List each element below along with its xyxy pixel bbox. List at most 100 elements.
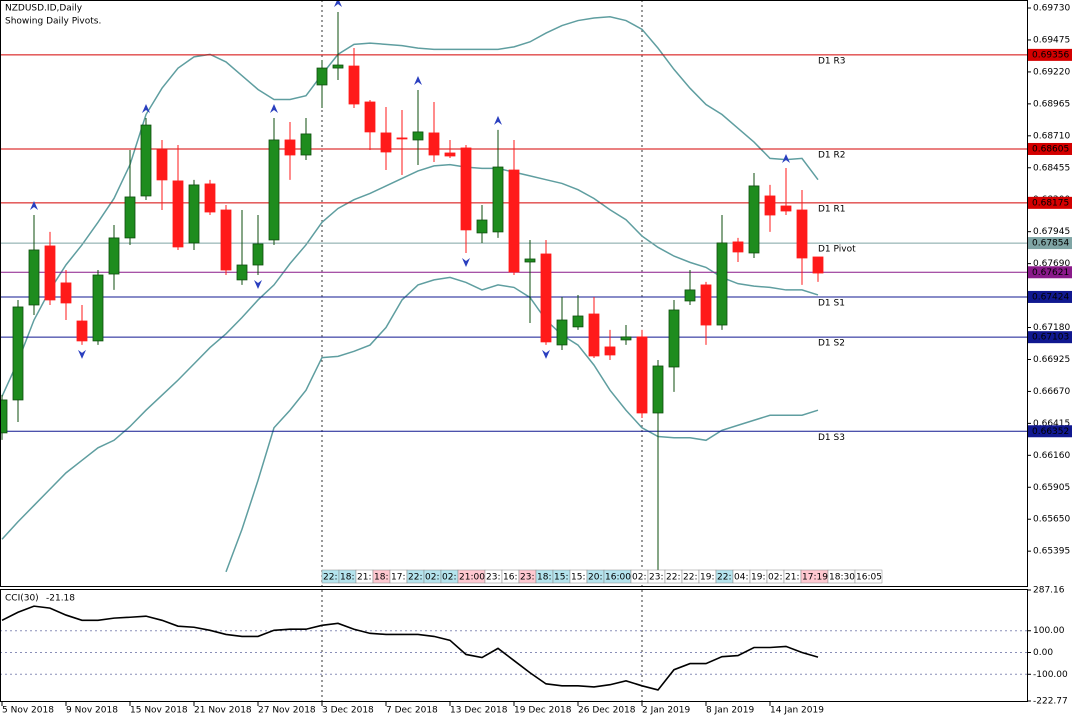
candle-body — [220, 209, 232, 271]
x-tick-label: 9 Nov 2018 — [66, 706, 118, 716]
candle-body — [348, 65, 360, 105]
band-middle — [1, 163, 819, 540]
pivot-name: D1 S2 — [818, 339, 845, 349]
pivot-price: 0.67854 — [1032, 239, 1069, 249]
y-tick-label: 0.67180 — [1033, 323, 1070, 333]
x-tick-label: 15 Nov 2018 — [130, 706, 188, 716]
candle-body — [28, 249, 40, 306]
pivot-price-box — [1028, 237, 1072, 250]
x-tick-label: 13 Dec 2018 — [450, 706, 508, 716]
candle-body — [380, 132, 392, 153]
time-label: 22: — [683, 573, 697, 583]
candle-body — [716, 242, 728, 326]
time-label: 23: — [486, 573, 500, 583]
candle-body — [748, 185, 760, 254]
y-tick-label: 0.69220 — [1033, 67, 1070, 77]
time-label: 18: — [340, 573, 354, 583]
candle-body — [108, 237, 120, 275]
candle-body — [236, 264, 248, 281]
pivot-price-box — [1028, 425, 1072, 438]
candle-body — [460, 147, 472, 231]
pivot-name: D1 R1 — [818, 204, 846, 214]
time-label: 16:05 — [856, 573, 882, 583]
pivot-price-box — [1028, 290, 1072, 303]
pivot-price: 0.68605 — [1032, 144, 1069, 154]
main-panel-frame — [0, 0, 1028, 587]
candle-body — [636, 336, 648, 414]
time-label: 18: — [374, 573, 388, 583]
time-label: 19: — [751, 573, 765, 583]
candle-body — [44, 245, 56, 301]
candle-body — [508, 169, 520, 273]
candle-body — [604, 346, 616, 356]
cci-last-value: -21.18 — [46, 594, 75, 604]
x-tick-label: 8 Jan 2019 — [706, 706, 754, 716]
pivot-price: 0.67424 — [1032, 292, 1069, 302]
y-tick-label: 0.66415 — [1033, 419, 1070, 429]
candle-body — [300, 133, 312, 156]
y-tick-label: 0.68965 — [1033, 99, 1070, 109]
y-tick-label: 0.65905 — [1033, 483, 1070, 493]
x-tick-label: 19 Dec 2018 — [514, 706, 572, 716]
fractal-up — [494, 115, 502, 125]
y-tick-label: 0.65650 — [1033, 515, 1070, 525]
time-label: 21: — [357, 573, 371, 583]
y-tick-label: 0.67945 — [1033, 227, 1070, 237]
candle-body — [764, 195, 776, 216]
candle-body — [492, 166, 504, 233]
candle-body — [92, 274, 104, 342]
candle-body — [172, 180, 184, 248]
band-lower — [225, 276, 819, 573]
pivot-price: 0.69356 — [1032, 50, 1069, 60]
candle-body — [796, 209, 808, 259]
candle-body — [444, 152, 456, 157]
candle-body — [0, 399, 8, 434]
time-label: 17: — [391, 573, 405, 583]
cci-tick-label: -100.00 — [1033, 670, 1068, 680]
candle-body — [428, 132, 440, 156]
time-label: 22: — [323, 573, 337, 583]
pivot-price: 0.67103 — [1032, 333, 1069, 343]
candle-body — [588, 313, 600, 357]
candle-body — [812, 256, 824, 274]
pivot-price: 0.68175 — [1032, 198, 1069, 208]
fractal-up — [142, 104, 150, 114]
pivot-price-box — [1028, 48, 1072, 61]
time-label: 15: — [554, 573, 568, 583]
x-tick-label: 7 Dec 2018 — [386, 706, 438, 716]
time-label: 19: — [700, 573, 714, 583]
candle-body — [204, 183, 216, 213]
time-label: 22: — [408, 573, 422, 583]
fractal-down — [542, 349, 550, 359]
last-price-box — [1028, 266, 1072, 279]
candle-body — [268, 139, 280, 241]
x-tick-label: 5 Nov 2018 — [2, 706, 54, 716]
y-tick-label: 0.68710 — [1033, 131, 1070, 141]
time-label: 22: — [717, 573, 731, 583]
cci-panel-frame — [0, 589, 1028, 702]
candle-body — [76, 320, 88, 342]
candle-body — [620, 336, 632, 341]
time-label: 23: — [649, 573, 663, 583]
time-label: 16: — [503, 573, 517, 583]
candle-body — [700, 284, 712, 326]
pivot-name: D1 S3 — [818, 433, 845, 443]
candle-body — [140, 124, 152, 197]
candle-body — [572, 315, 584, 328]
time-label: 15: — [571, 573, 585, 583]
candle-body — [364, 101, 376, 133]
candle-body — [156, 149, 168, 181]
y-tick-label: 0.69475 — [1033, 35, 1070, 45]
time-label: 18:30 — [829, 573, 855, 583]
pivot-name: D1 Pivot — [818, 245, 856, 255]
candle-body — [780, 205, 792, 212]
cci-tick-label: 287.16 — [1033, 586, 1065, 596]
candle-body — [332, 64, 344, 69]
x-tick-label: 26 Dec 2018 — [578, 706, 636, 716]
candle-body — [412, 131, 424, 141]
candle-body — [668, 309, 680, 368]
y-tick-label: 0.68455 — [1033, 163, 1070, 173]
candle-body — [540, 253, 552, 343]
cci-tick-label: 100.00 — [1033, 626, 1065, 636]
